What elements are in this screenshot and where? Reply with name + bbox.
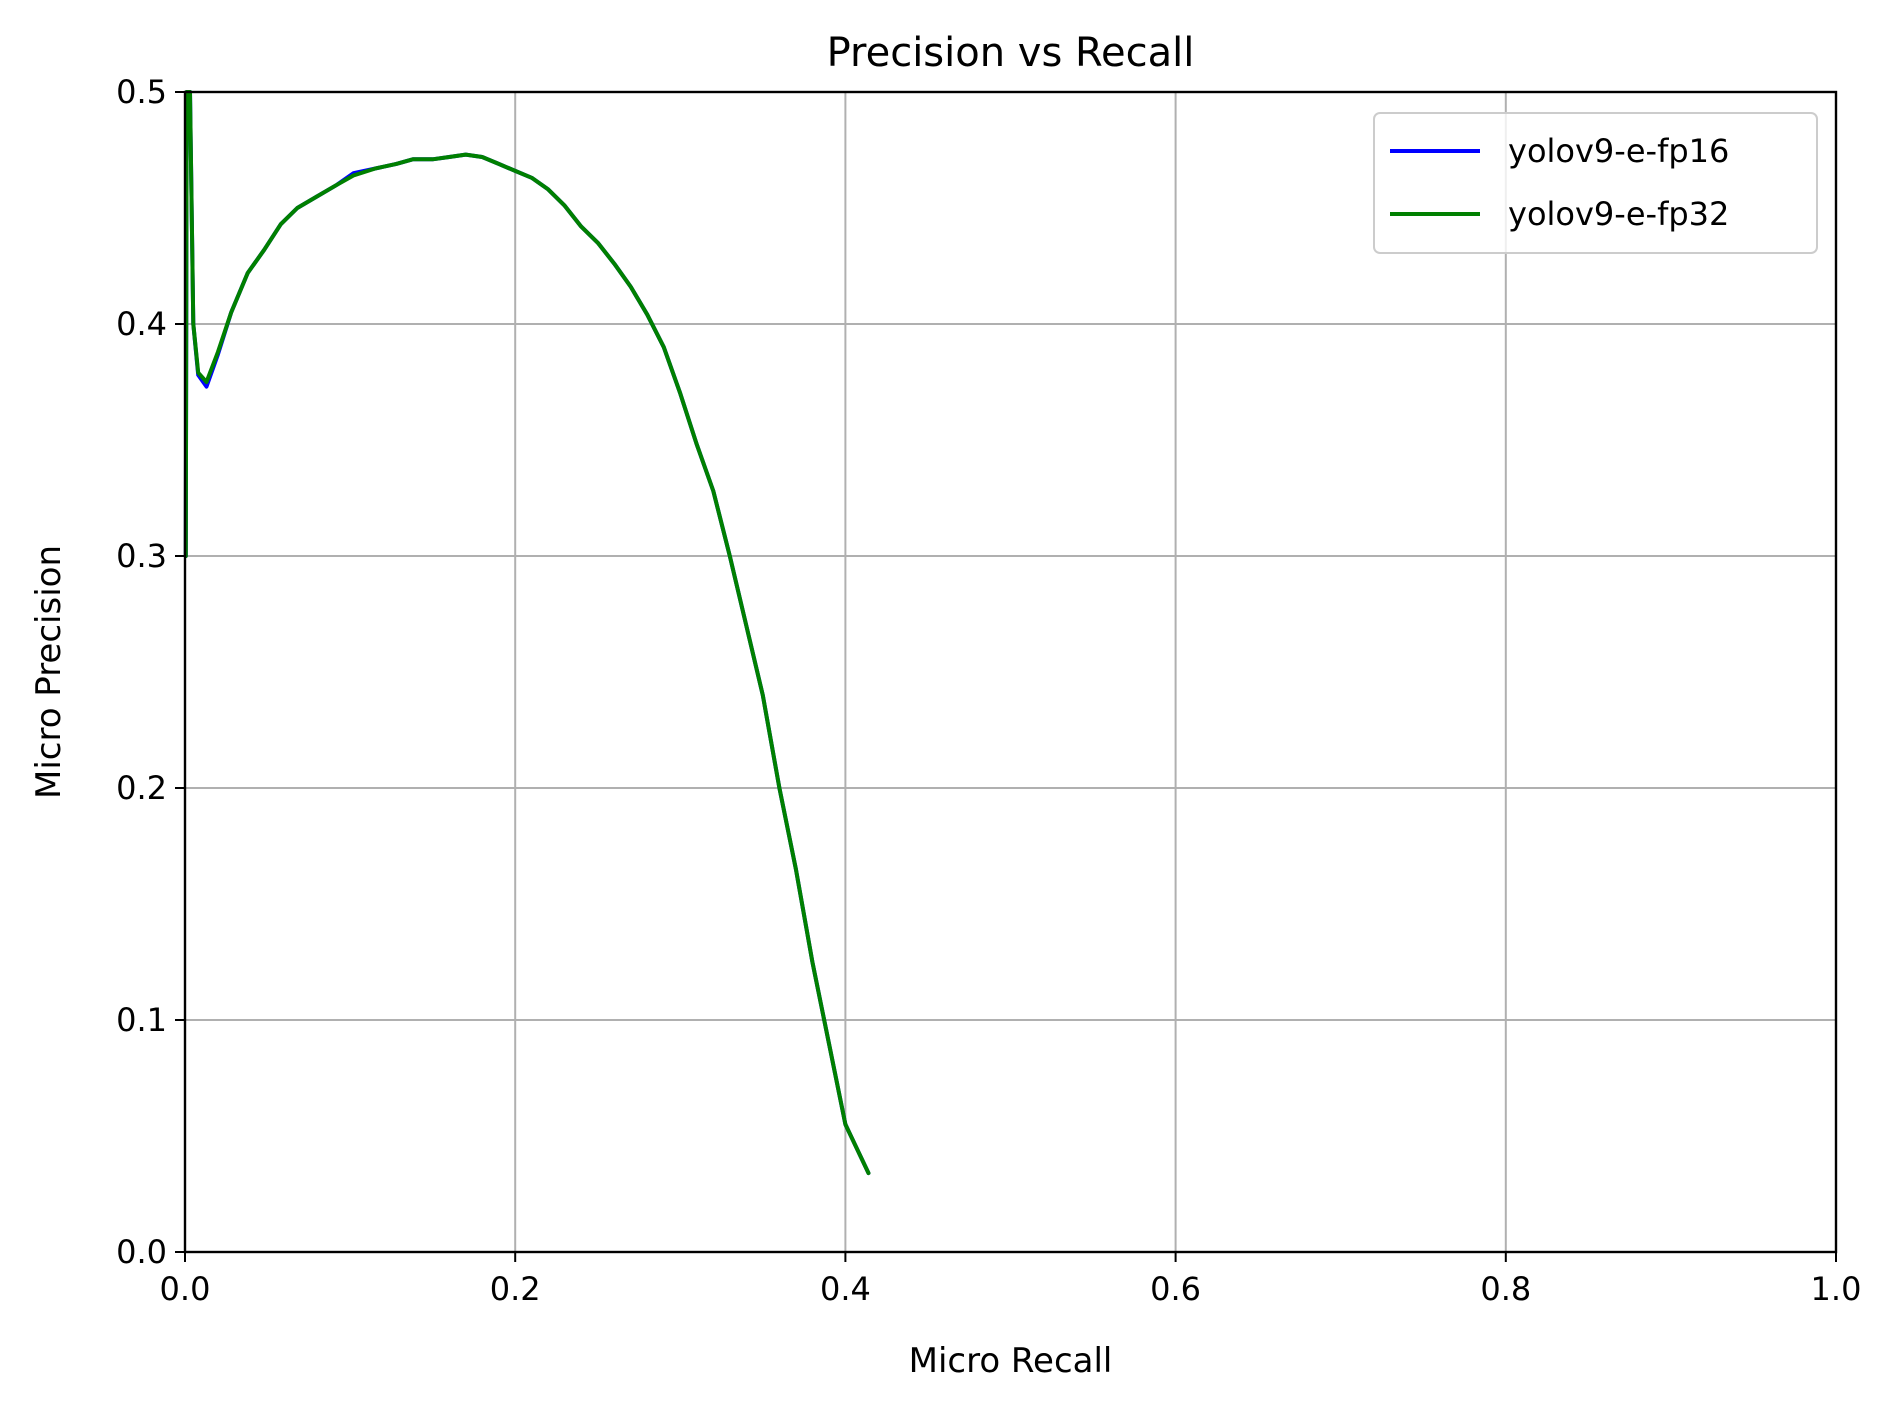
y-tick-label: 0.5 (116, 73, 167, 111)
legend-label: yolov9-e-fp16 (1508, 132, 1729, 170)
y-tick-label: 0.2 (116, 769, 167, 807)
series-lines (183, 90, 871, 1176)
x-tick-label: 0.0 (160, 1270, 211, 1308)
y-tick-label: 0.0 (116, 1233, 167, 1271)
grid-lines (184, 91, 1837, 1253)
y-tick-label: 0.3 (116, 537, 167, 575)
legend: yolov9-e-fp16 yolov9-e-fp32 (1373, 112, 1818, 254)
legend-label: yolov9-e-fp32 (1508, 195, 1729, 233)
y-axis-label: Micro Precision (29, 545, 69, 799)
plot-frame (183, 90, 1838, 1254)
series-line-yolov9-e-fp32 (183, 90, 871, 1176)
x-tick-label: 0.6 (1150, 1270, 1201, 1308)
x-tick-label: 0.2 (490, 1270, 541, 1308)
y-tick-label: 0.4 (116, 305, 167, 343)
legend-box (1373, 112, 1818, 254)
axis-ticks: 0.0 0.2 0.4 0.6 0.8 1.0 0.0 0.1 0.2 0.3 0.4 0.5 (116, 73, 1861, 1308)
x-axis-label: Micro Recall (909, 1341, 1113, 1381)
chart-title: Precision vs Recall (827, 30, 1195, 76)
x-tick-label: 0.4 (820, 1270, 871, 1308)
x-tick-label: 1.0 (1811, 1270, 1862, 1308)
x-tick-label: 0.8 (1480, 1270, 1531, 1308)
y-tick-label: 0.1 (116, 1001, 167, 1039)
